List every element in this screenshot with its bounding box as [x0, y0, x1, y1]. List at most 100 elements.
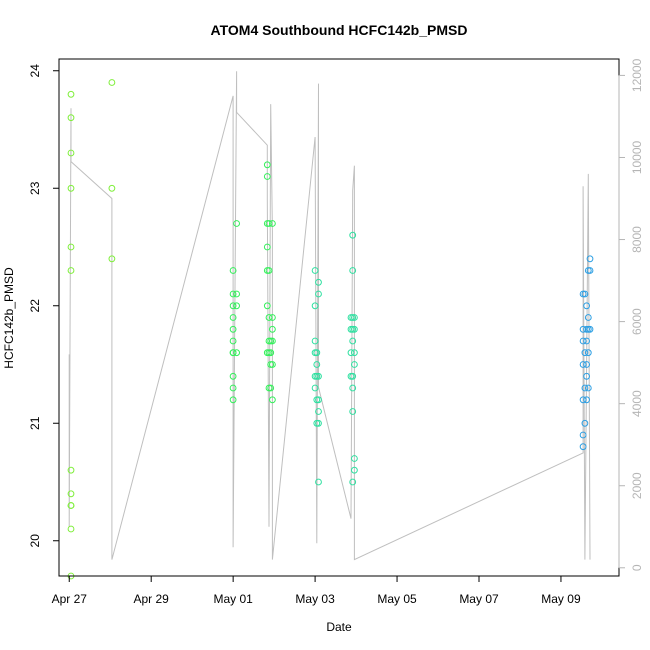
data-point: [67, 502, 75, 509]
x-tick-label: Apr 29: [134, 592, 170, 606]
altitude-series-line: [68, 71, 591, 561]
data-point: [311, 337, 319, 345]
y-tick-label: 23: [28, 181, 42, 195]
data-point: [349, 478, 357, 486]
data-point: [579, 431, 587, 439]
data-point: [315, 290, 322, 298]
data-point: [579, 396, 587, 404]
data-point: [229, 314, 237, 321]
data-point: [313, 361, 321, 368]
y2-tick-label: 12000: [630, 58, 644, 92]
data-point: [229, 337, 237, 345]
y2-tick-label: 6000: [630, 308, 644, 335]
data-point: [581, 419, 589, 427]
data-point: [349, 384, 357, 392]
y-axis-right: 0 2000 4000 6000 8000 10000 12000: [618, 58, 644, 571]
x-tick-label: May 07: [459, 592, 499, 606]
data-point: [315, 478, 322, 486]
data-point: [229, 290, 237, 298]
data-point: [583, 361, 590, 368]
data-point: [586, 325, 594, 333]
data-point: [67, 149, 75, 157]
x-tick-label: May 01: [213, 592, 253, 606]
data-point: [263, 173, 271, 180]
data-point: [269, 314, 276, 321]
data-point: [586, 267, 594, 274]
chart-title: ATOM4 Southbound HCFC142b_PMSD: [211, 22, 468, 38]
data-point: [583, 337, 590, 345]
altitude-line-layer: [68, 71, 591, 561]
data-point: [349, 267, 357, 274]
data-point: [315, 419, 322, 427]
y-tick-label: 22: [28, 299, 42, 313]
data-point: [351, 455, 358, 462]
y2-tick-label: 4000: [630, 390, 644, 417]
data-point: [584, 314, 592, 321]
data-point: [579, 290, 587, 298]
data-point: [351, 466, 358, 474]
data-point: [269, 220, 276, 227]
data-point: [349, 408, 357, 415]
data-point: [311, 302, 319, 310]
data-point: [313, 349, 321, 357]
data-point: [108, 184, 116, 192]
data-point: [229, 372, 237, 380]
x-tick-label: May 05: [377, 592, 417, 606]
data-point: [349, 372, 357, 380]
data-point: [67, 243, 75, 251]
x-axis-label: Date: [326, 620, 352, 634]
data-point: [233, 290, 241, 298]
data-point: [263, 161, 271, 169]
data-point: [269, 361, 276, 368]
data-point: [311, 384, 319, 392]
data-point: [269, 325, 276, 333]
data-point: [315, 278, 322, 286]
scatter-points-layer: [67, 79, 594, 580]
data-point: [584, 384, 592, 392]
data-point: [67, 90, 75, 98]
y-tick-label: 21: [28, 416, 42, 430]
data-point: [579, 361, 587, 368]
y2-tick-label: 8000: [630, 226, 644, 253]
y2-tick-label: 2000: [630, 472, 644, 499]
data-point: [229, 396, 237, 404]
data-point: [315, 408, 322, 415]
x-axis: Apr 27 Apr 29 May 01 May 03 May 05 May 07 May …: [52, 576, 581, 606]
data-point: [581, 349, 589, 357]
x-tick-label: May 09: [541, 592, 581, 606]
data-point: [315, 372, 322, 380]
data-point: [67, 490, 75, 498]
data-point: [233, 349, 241, 357]
data-point: [265, 314, 273, 321]
data-point: [586, 255, 594, 263]
data-point: [67, 525, 75, 533]
data-point: [581, 384, 589, 392]
y-axis-label: HCFC142b_PMSD: [2, 267, 16, 369]
data-point: [267, 349, 275, 357]
data-point: [579, 325, 587, 333]
data-point: [229, 384, 237, 392]
data-point: [67, 267, 75, 274]
x-tick-label: May 03: [295, 592, 335, 606]
y-axis-left: 20 21 22 23 24: [28, 64, 59, 547]
data-point: [67, 466, 75, 474]
data-point: [347, 349, 355, 357]
data-point: [108, 255, 116, 263]
data-point: [265, 267, 273, 274]
data-point: [583, 372, 590, 380]
data-point: [67, 114, 75, 122]
data-point: [349, 231, 357, 239]
data-point: [229, 302, 237, 310]
y2-tick-label: 0: [630, 564, 644, 571]
data-point: [351, 349, 358, 357]
data-point: [269, 396, 276, 404]
data-point: [584, 349, 592, 357]
data-point: [233, 220, 241, 227]
x-tick-label: Apr 27: [52, 592, 88, 606]
data-point: [269, 337, 276, 345]
y2-tick-label: 10000: [630, 140, 644, 174]
data-point: [311, 267, 319, 274]
data-point: [315, 396, 322, 404]
